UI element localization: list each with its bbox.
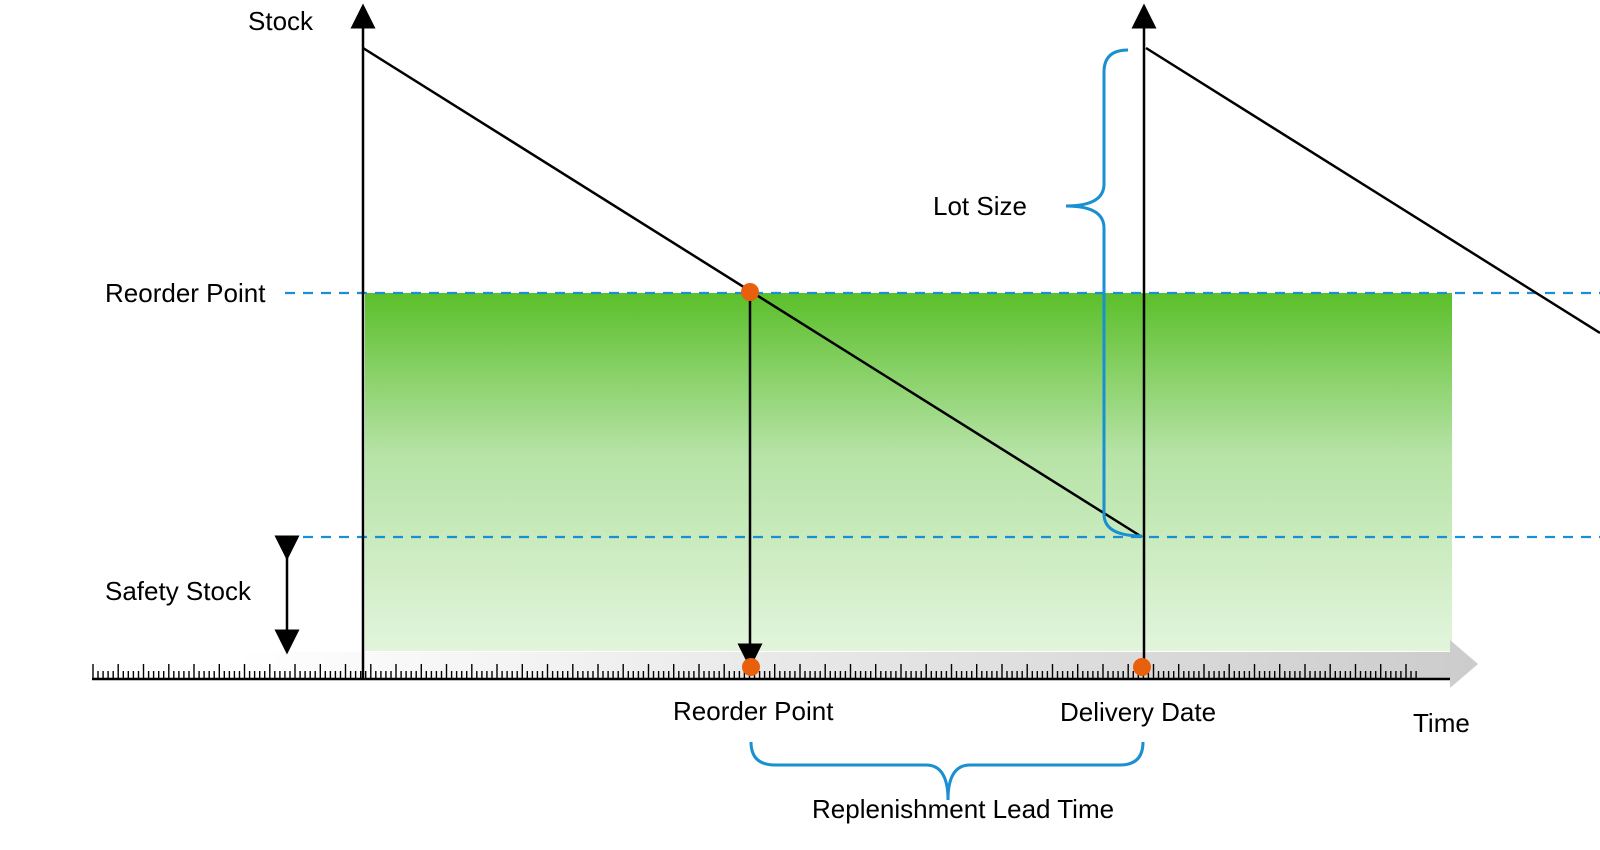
delivery-date-marker bbox=[1133, 658, 1151, 676]
time-ruler-ticks bbox=[92, 664, 1417, 679]
replenishment-lead-time-label: Replenishment Lead Time bbox=[812, 794, 1114, 824]
lot-size-label: Lot Size bbox=[933, 191, 1027, 221]
time-band-arrow bbox=[235, 640, 1478, 688]
stock-region bbox=[365, 293, 1452, 651]
reorder-time-marker bbox=[742, 658, 760, 676]
safety-stock-label: Safety Stock bbox=[105, 576, 252, 606]
reorder-point-level-label: Reorder Point bbox=[105, 278, 266, 308]
delivery-date-label: Delivery Date bbox=[1060, 697, 1216, 727]
lot-size-brace bbox=[1065, 48, 1143, 538]
stock-axis-label: Stock bbox=[248, 6, 314, 36]
reorder-point-time-label: Reorder Point bbox=[673, 696, 834, 726]
time-axis-label: Time bbox=[1413, 708, 1470, 738]
reorder-point-marker bbox=[741, 283, 759, 301]
second-stock-depletion-line bbox=[1145, 46, 1600, 335]
lead-time-brace bbox=[749, 741, 1145, 801]
